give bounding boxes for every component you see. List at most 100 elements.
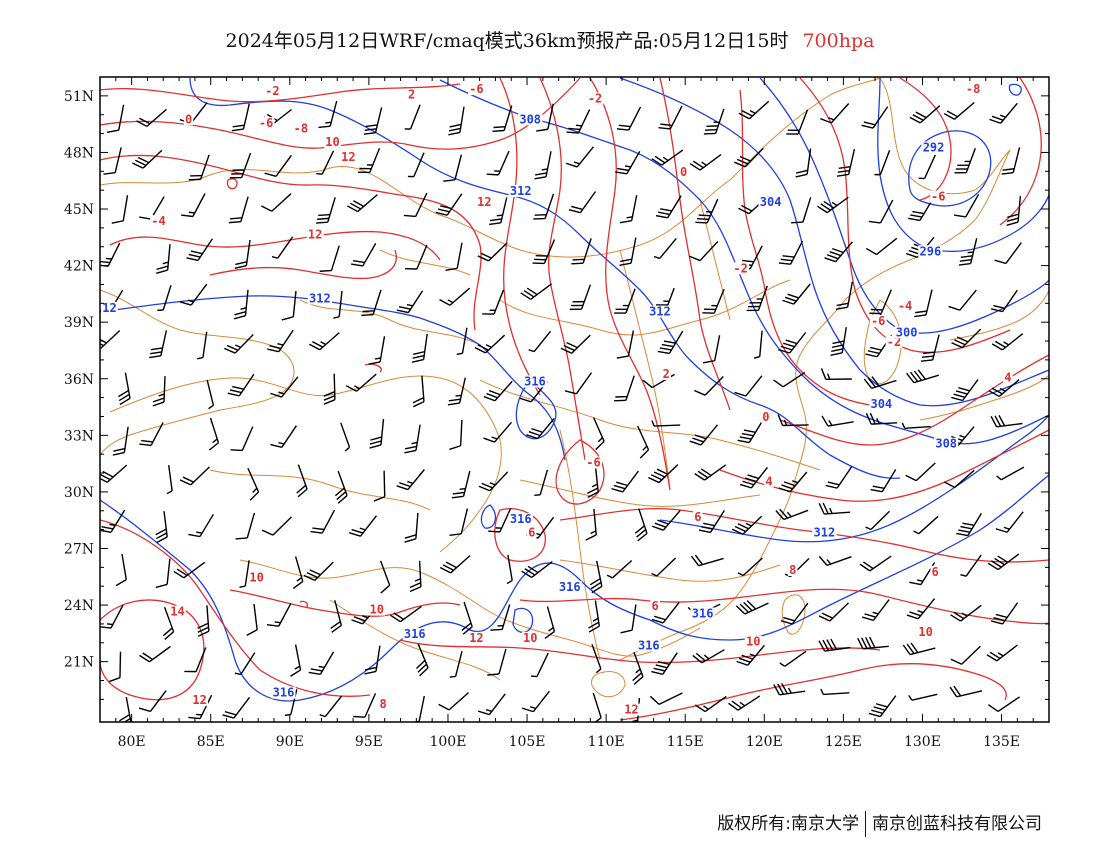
- wind-barb-staff: [334, 600, 342, 626]
- wind-barb-flag: [696, 217, 709, 221]
- wind-barb-flag: [139, 443, 152, 447]
- wind-barb-flag: [354, 385, 360, 390]
- wind-barb-staff: [917, 598, 936, 620]
- map-title: 2024年05月12日WRF/cmaq模式36km预报产品:05月12日15时 7…: [0, 26, 1100, 53]
- wind-barb-flag: [440, 205, 452, 210]
- wind-barb-staff: [742, 515, 763, 535]
- wind-barb-flag: [830, 352, 843, 356]
- wind-barb-flag: [996, 475, 1002, 481]
- wind-barb-staff: [166, 244, 171, 271]
- wind-barb: [658, 105, 683, 130]
- wind-barb: [868, 199, 894, 224]
- wind-barb-flag: [826, 639, 834, 651]
- wind-barb-flag: [749, 110, 756, 114]
- height-contour-label-bg: [758, 196, 783, 209]
- wind-barb: [1006, 196, 1022, 226]
- wind-barb-flag: [526, 287, 538, 296]
- wind-barb: [303, 561, 334, 581]
- wind-barb: [404, 424, 421, 454]
- wind-barb-staff: [826, 556, 852, 567]
- province-lines: [479, 199, 821, 661]
- wind-barb-staff: [327, 197, 336, 223]
- wind-barb-flag: [521, 707, 534, 713]
- wind-barb-staff: [416, 244, 428, 270]
- wind-barb-staff: [192, 193, 206, 217]
- wind-barb-flag: [698, 214, 711, 217]
- wind-barb: [412, 375, 425, 408]
- wind-barb-flag: [139, 216, 152, 220]
- pressure-level: 700hpa: [802, 30, 875, 52]
- wind-barb: [991, 333, 1024, 351]
- wind-barb-flag: [731, 528, 744, 535]
- wind-barb-staff: [591, 644, 602, 670]
- wind-barb-flag: [958, 529, 971, 533]
- wind-barb-flag: [994, 557, 1005, 566]
- wind-barb-flag: [689, 163, 701, 171]
- wind-barb-flag: [658, 127, 671, 130]
- wind-barb-flag: [953, 214, 966, 218]
- wind-barb: [405, 244, 428, 270]
- wind-barb-staff: [494, 421, 513, 443]
- wind-barb-flag: [157, 309, 164, 312]
- wind-barb-staff: [625, 288, 636, 314]
- wind-barb: [995, 511, 1024, 533]
- wind-barb-flag: [235, 261, 248, 266]
- wind-barb-staff: [956, 690, 983, 698]
- temp-contour-label-bg: [693, 511, 703, 524]
- wind-barb-flag: [943, 481, 955, 489]
- wind-barb-staff: [1001, 289, 1018, 313]
- wind-barb-flag: [366, 164, 373, 166]
- wind-barb-staff: [146, 108, 167, 127]
- wind-barb-staff: [375, 645, 381, 672]
- wind-barb-flag: [439, 566, 451, 574]
- wind-barb-staff: [545, 151, 552, 177]
- wind-barb: [634, 508, 648, 542]
- wind-barb-flag: [780, 345, 793, 351]
- wind-barb-flag: [404, 538, 417, 543]
- wind-barb-flag: [318, 665, 325, 669]
- wind-barb-staff: [333, 373, 336, 400]
- wind-barb-flag: [862, 561, 874, 570]
- wind-barb-staff: [1000, 102, 1018, 124]
- wind-barb-flag: [102, 470, 114, 478]
- wind-barb-staff: [241, 426, 254, 451]
- wind-barb-flag: [182, 476, 194, 483]
- height-contour-292: [908, 130, 992, 207]
- wind-barb: [103, 147, 122, 175]
- wind-barb-staff: [530, 283, 553, 300]
- wind-barb-flag: [390, 614, 401, 623]
- wind-barb-flag: [572, 300, 585, 303]
- wind-barb-flag: [489, 218, 502, 222]
- wind-barb-staff: [880, 289, 892, 314]
- wind-barb-flag: [756, 298, 763, 300]
- wind-barb-flag: [783, 616, 795, 622]
- wind-barb-flag: [373, 496, 386, 502]
- wind-barb-flag: [393, 612, 404, 620]
- wind-barb-staff: [421, 375, 425, 402]
- wind-barb-flag: [359, 527, 366, 531]
- credit-separator: [865, 811, 866, 837]
- wind-barb-staff: [931, 334, 940, 361]
- wind-barb-flag: [494, 170, 501, 172]
- wind-barb: [351, 243, 377, 267]
- wind-barb-staff: [369, 148, 381, 173]
- wind-barb-staff: [122, 195, 129, 221]
- wind-barb-flag: [694, 554, 704, 565]
- wind-barb-flag: [158, 393, 165, 397]
- wind-barb-staff: [661, 149, 684, 166]
- wind-barb-flag: [590, 581, 602, 590]
- wind-barb-staff: [160, 330, 168, 356]
- wind-barb-flag: [697, 470, 709, 479]
- wind-barb: [865, 237, 898, 256]
- wind-barb-flag: [330, 621, 341, 630]
- wind-barb-flag: [616, 481, 628, 487]
- wind-barb-staff: [872, 599, 890, 621]
- wind-barb-flag: [344, 446, 350, 452]
- wind-barb: [404, 104, 421, 130]
- wind-barb: [489, 197, 508, 226]
- wind-barb-flag: [742, 259, 754, 263]
- wind-barb: [695, 198, 719, 224]
- wind-barb-flag: [310, 668, 323, 672]
- wind-barb: [702, 288, 725, 314]
- wind-barb: [271, 236, 294, 259]
